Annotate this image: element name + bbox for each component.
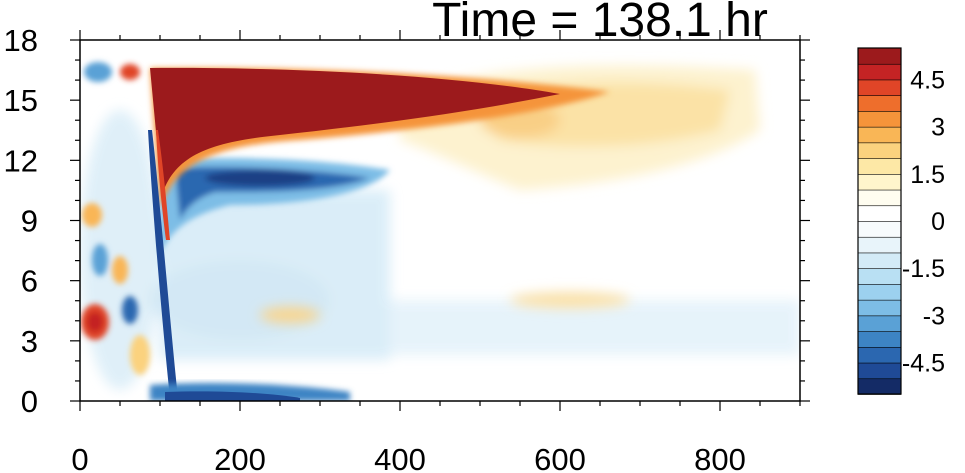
colorbar-swatch bbox=[857, 315, 902, 332]
colorbar-swatch bbox=[857, 377, 902, 395]
x-tick-label: 400 bbox=[374, 442, 426, 473]
colorbar-swatch bbox=[857, 142, 902, 159]
colorbar-swatch bbox=[857, 189, 902, 207]
y-tick-label: 9 bbox=[21, 204, 38, 239]
colorbar-swatch bbox=[857, 283, 902, 301]
colorbar-swatch bbox=[857, 204, 902, 222]
y-tick-label: 15 bbox=[4, 83, 38, 118]
y-tick-label: 3 bbox=[21, 324, 38, 359]
colorbar-label: -3 bbox=[923, 302, 945, 330]
colorbar-swatch bbox=[857, 330, 902, 348]
plot-area bbox=[79, 39, 801, 402]
colorbar-swatch bbox=[857, 157, 902, 175]
colorbar-label: 3 bbox=[931, 114, 945, 142]
contour-field bbox=[80, 62, 800, 401]
y-tick-label: 12 bbox=[4, 143, 38, 178]
colorbar-label: -1.5 bbox=[902, 255, 945, 283]
colorbar-swatch bbox=[857, 346, 902, 364]
colorbar-label: 4.5 bbox=[910, 66, 945, 94]
x-tick-label: 800 bbox=[694, 442, 746, 473]
colorbar-swatch bbox=[857, 63, 902, 81]
y-tick-label: 0 bbox=[21, 384, 38, 419]
colorbar-swatch bbox=[857, 362, 902, 380]
x-axis: 0 200 400 600 800 bbox=[71, 30, 801, 473]
colorbar-swatch bbox=[857, 79, 902, 96]
y-axis: 0 3 6 9 12 15 18 bbox=[4, 23, 810, 419]
colorbar-label: 1.5 bbox=[910, 161, 945, 189]
y-tick-label: 18 bbox=[4, 23, 38, 58]
colorbar-label: 0 bbox=[931, 208, 945, 236]
y-tick-label: 6 bbox=[21, 264, 38, 299]
colorbar-swatch bbox=[857, 267, 902, 285]
colorbar-swatch bbox=[857, 236, 902, 254]
colorbar-swatch bbox=[857, 126, 902, 144]
x-tick-label: 0 bbox=[71, 442, 88, 473]
colorbar-label: -4.5 bbox=[902, 350, 945, 378]
colorbar: 4.5 3 1.5 0 -1.5 -3 -4.5 bbox=[857, 47, 945, 395]
x-tick-label: 200 bbox=[214, 442, 266, 473]
colorbar-swatch bbox=[857, 110, 902, 128]
colorbar-swatch bbox=[857, 299, 902, 317]
colorbar-swatch bbox=[857, 220, 902, 238]
colorbar-swatch bbox=[857, 252, 902, 269]
colorbar-swatch bbox=[857, 173, 902, 191]
colorbar-swatch bbox=[857, 94, 902, 112]
colorbar-frame bbox=[857, 47, 902, 395]
colorbar-swatch bbox=[857, 47, 902, 65]
chart-title: Time = 138.1 hr bbox=[432, 0, 768, 47]
x-tick-label: 600 bbox=[534, 442, 586, 473]
